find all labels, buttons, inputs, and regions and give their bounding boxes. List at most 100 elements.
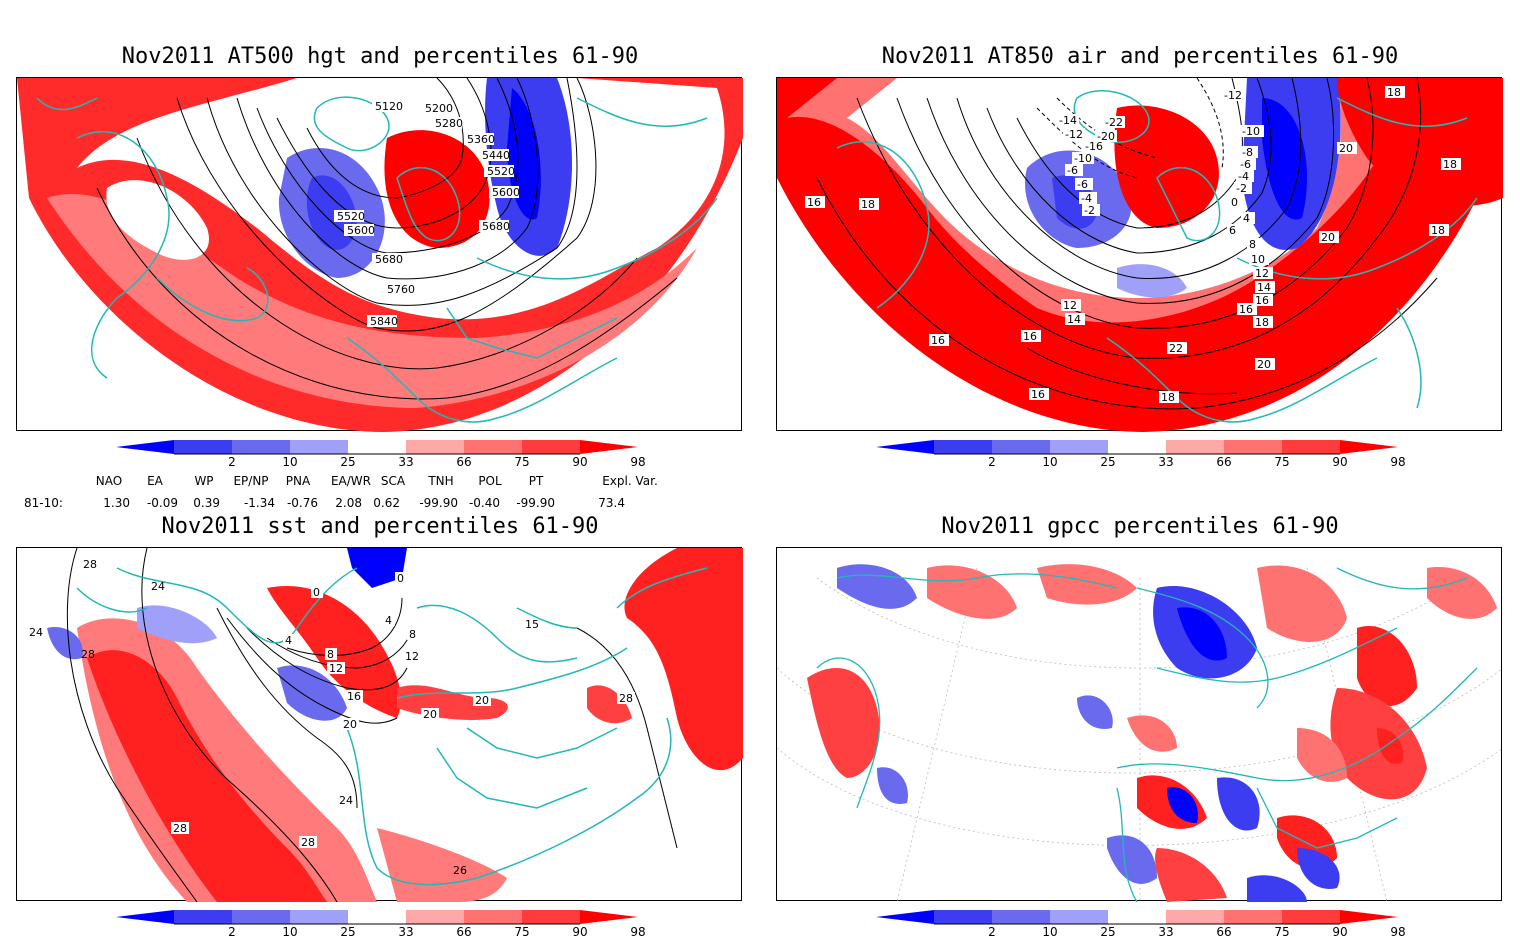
contour-labels: 28 24 24 28 0 0 4 4 8 8 12 12 16 20 20 2… bbox=[29, 558, 635, 877]
colorbar-tick-label: 66 bbox=[456, 455, 472, 469]
colorbar-tick-label: 66 bbox=[456, 925, 472, 939]
index-header: POL bbox=[478, 474, 502, 488]
svg-text:-16: -16 bbox=[1085, 140, 1103, 153]
map-panel-gpcc bbox=[776, 547, 1503, 902]
svg-text:20: 20 bbox=[1257, 358, 1271, 371]
svg-text:-12: -12 bbox=[1224, 89, 1242, 102]
colorbar-swatch bbox=[348, 440, 406, 454]
svg-text:24: 24 bbox=[339, 794, 353, 807]
colorbar-swatch bbox=[464, 440, 522, 454]
colorbar-swatches bbox=[116, 440, 638, 455]
colorbar-swatch bbox=[406, 910, 464, 924]
svg-text:20: 20 bbox=[1339, 142, 1353, 155]
svg-text:5440: 5440 bbox=[482, 149, 510, 162]
map-panel-sst: 28 24 24 28 0 0 4 4 8 8 12 12 16 20 20 2… bbox=[16, 547, 743, 902]
svg-text:28: 28 bbox=[173, 822, 187, 835]
svg-text:16: 16 bbox=[931, 334, 945, 347]
svg-text:18: 18 bbox=[1255, 316, 1269, 329]
colorbar-tick-label: 10 bbox=[1042, 455, 1058, 469]
colorbar-tick-label: 25 bbox=[340, 455, 356, 469]
svg-text:16: 16 bbox=[347, 690, 361, 703]
index-value: -1.34 bbox=[243, 496, 275, 510]
svg-text:5520: 5520 bbox=[337, 210, 365, 223]
svg-text:-20: -20 bbox=[1097, 130, 1115, 143]
colorbar-swatch bbox=[1224, 440, 1282, 454]
colorbar-tick-label: 25 bbox=[340, 925, 356, 939]
colorbar-swatch bbox=[1166, 440, 1224, 454]
colorbar-tick-label: 2 bbox=[228, 925, 236, 939]
index-value: 0.39 bbox=[193, 496, 220, 510]
colorbar-swatch bbox=[992, 910, 1050, 924]
index-value: 1.30 bbox=[103, 496, 130, 510]
index-value: -0.09 bbox=[146, 496, 178, 510]
med-anomaly bbox=[397, 685, 508, 720]
svg-text:0: 0 bbox=[313, 586, 320, 599]
ocean-anomaly-blue-west bbox=[137, 605, 217, 644]
colorbar-arrow-low bbox=[116, 910, 174, 924]
colorbar-swatch bbox=[406, 440, 464, 454]
colorbar-tick-label: 33 bbox=[1158, 925, 1174, 939]
index-header: SCA bbox=[380, 474, 406, 488]
colorbar-tick-label: 2 bbox=[988, 925, 996, 939]
colorbar-swatch bbox=[1050, 910, 1108, 924]
svg-text:24: 24 bbox=[29, 626, 43, 639]
panel-title-gpcc: Nov2011 gpcc percentiles 61-90 bbox=[941, 514, 1339, 539]
index-header: EA bbox=[147, 474, 163, 488]
colorbar-tick-label: 10 bbox=[1042, 925, 1058, 939]
svg-text:20: 20 bbox=[343, 718, 357, 731]
index-header: Expl. Var. bbox=[602, 474, 658, 488]
colorbar-swatch bbox=[290, 440, 348, 454]
svg-text:12: 12 bbox=[329, 662, 343, 675]
colorbar-hgt: 2 10 25 33 66 75 90 98 bbox=[116, 438, 646, 474]
gulf-blue bbox=[47, 627, 83, 660]
colorbar-tick-label: 66 bbox=[1216, 925, 1232, 939]
svg-text:5280: 5280 bbox=[435, 117, 463, 130]
svg-text:5600: 5600 bbox=[347, 224, 375, 237]
colorbar-arrow-high bbox=[1340, 910, 1398, 924]
colorbar-tick-label: 75 bbox=[514, 925, 530, 939]
colorbar-tick-label: 10 bbox=[282, 455, 298, 469]
svg-text:14: 14 bbox=[1067, 313, 1081, 326]
svg-text:10: 10 bbox=[1251, 253, 1265, 266]
index-header: WP bbox=[194, 474, 214, 488]
colorbar-swatch bbox=[992, 440, 1050, 454]
svg-text:-10: -10 bbox=[1242, 125, 1260, 138]
svg-text:5120: 5120 bbox=[375, 100, 403, 113]
contour-labels: -12 -14 -12 -22 -20 -16 -10 -6 -6 -4 -2 … bbox=[805, 86, 1461, 404]
colorbar-arrow-high bbox=[580, 440, 638, 454]
svg-text:28: 28 bbox=[81, 648, 95, 661]
colorbar-tick-label: 10 bbox=[282, 925, 298, 939]
map-panel-air: -12 -14 -12 -22 -20 -16 -10 -6 -6 -4 -2 … bbox=[776, 77, 1503, 432]
svg-text:26: 26 bbox=[453, 864, 467, 877]
svg-text:-8: -8 bbox=[1242, 146, 1253, 159]
svg-text:4: 4 bbox=[1243, 212, 1250, 225]
colorbar-arrow-low bbox=[876, 440, 934, 454]
svg-text:8: 8 bbox=[327, 648, 334, 661]
colorbar-tick-label: 33 bbox=[1158, 455, 1174, 469]
svg-text:-22: -22 bbox=[1105, 116, 1123, 129]
colorbar-swatch bbox=[1050, 440, 1108, 454]
colorbar-arrow-low bbox=[116, 440, 174, 454]
anomaly-light-red-area bbox=[47, 194, 697, 408]
index-header: EP/NP bbox=[233, 474, 269, 488]
temperature-contours bbox=[816, 78, 1438, 410]
colorbar-tick-label: 25 bbox=[1100, 925, 1116, 939]
colorbar-tick-label: 75 bbox=[1274, 925, 1290, 939]
index-value: 0.62 bbox=[373, 496, 400, 510]
coastlines bbox=[816, 567, 1478, 902]
svg-text:22: 22 bbox=[1169, 342, 1183, 355]
colorbar-tick-label: 2 bbox=[988, 455, 996, 469]
colorbar-tick-label: 2 bbox=[228, 455, 236, 469]
colorbar-arrow-high bbox=[1340, 440, 1398, 454]
svg-text:0: 0 bbox=[397, 572, 404, 585]
atlantic-anomaly-south bbox=[377, 828, 507, 902]
svg-text:24: 24 bbox=[151, 580, 165, 593]
ocean-anomaly-blue bbox=[277, 665, 347, 721]
svg-text:-10: -10 bbox=[1074, 152, 1092, 165]
svg-text:20: 20 bbox=[1321, 231, 1335, 244]
index-value: -0.40 bbox=[468, 496, 500, 510]
index-header: NAO bbox=[95, 474, 123, 488]
svg-text:20: 20 bbox=[423, 708, 437, 721]
svg-text:16: 16 bbox=[1023, 330, 1037, 343]
svg-text:28: 28 bbox=[83, 558, 97, 571]
